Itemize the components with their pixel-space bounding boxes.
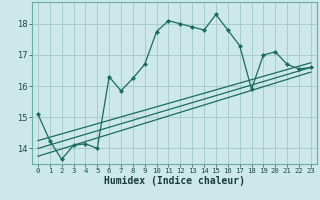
- X-axis label: Humidex (Indice chaleur): Humidex (Indice chaleur): [104, 176, 245, 186]
